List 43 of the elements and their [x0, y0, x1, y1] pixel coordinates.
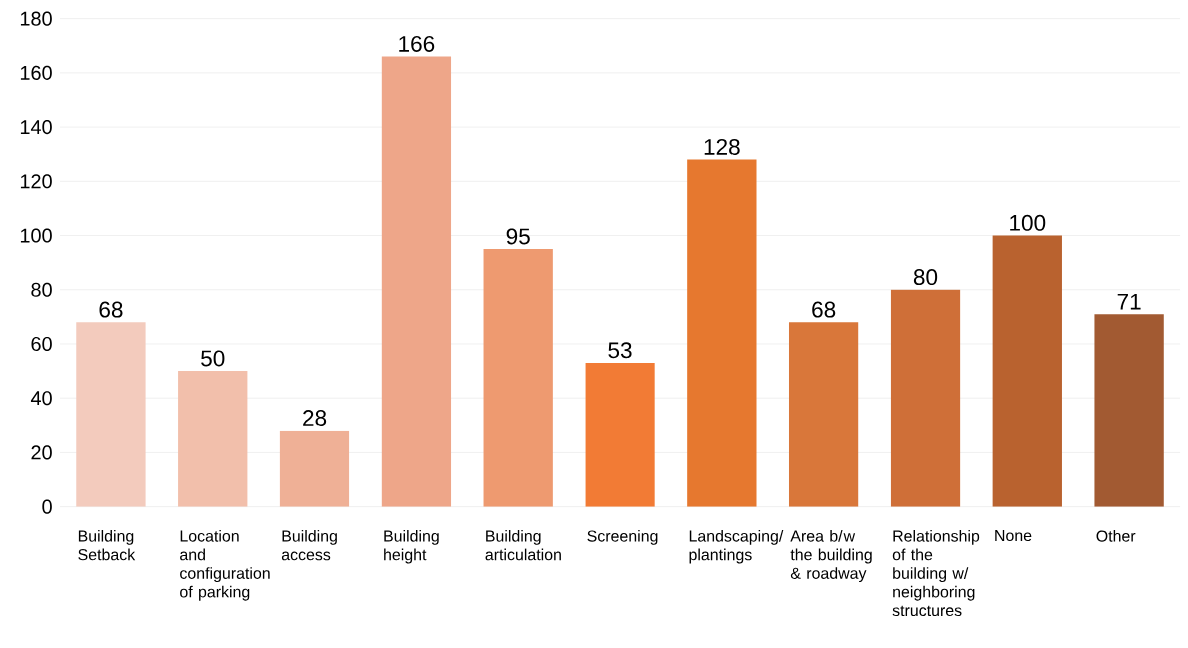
bar: [178, 371, 248, 507]
x-tick-label: Relationship of the building w/ neighboring structures: [892, 530, 980, 617]
bar: [381, 56, 452, 507]
x-tick-label: Building Setback: [78, 530, 136, 561]
y-tick-label: 180: [20, 11, 52, 26]
data-label: 68: [812, 301, 836, 318]
y-tick-label: 140: [20, 120, 52, 135]
x-tick-label: Building articulation: [485, 530, 561, 561]
data-label: 71: [1117, 293, 1141, 310]
x-tick-label: Area b/w the building & roadway: [790, 530, 872, 583]
x-tick-label: Location and configuration of parking: [180, 530, 270, 601]
y-tick-label: 60: [31, 336, 52, 352]
x-tick-label: Building height: [384, 530, 439, 564]
bar: [788, 322, 859, 507]
bar: [992, 235, 1062, 507]
data-label: 53: [608, 342, 632, 359]
x-tick-label: Other: [1096, 530, 1136, 542]
y-tick-label: 20: [31, 445, 52, 460]
x-tick-label: None: [995, 530, 1032, 542]
x-tick-label: Landscaping/plantings: [689, 530, 784, 564]
bar: [687, 159, 757, 507]
bar: [483, 249, 553, 507]
data-label: 100: [1010, 214, 1046, 231]
data-label: 128: [704, 138, 740, 155]
data-label: 166: [399, 35, 435, 52]
y-tick-label: 0: [42, 499, 52, 514]
data-label: 95: [506, 228, 530, 245]
data-label: 80: [913, 269, 938, 286]
y-tick-label: 100: [20, 228, 52, 243]
y-tick-label: 120: [20, 174, 52, 189]
y-tick-label: 80: [31, 282, 52, 297]
x-tick-label: Screening: [587, 530, 658, 545]
data-label: 28: [303, 410, 327, 427]
bar: [585, 362, 655, 507]
x-tick-label: Building access: [281, 530, 337, 561]
bar: [76, 322, 146, 507]
data-label: 50: [201, 350, 225, 367]
bar: [890, 289, 961, 507]
y-tick-label: 160: [20, 65, 52, 80]
y-tick-label: 40: [30, 391, 52, 406]
bar: [279, 430, 350, 507]
data-label: 68: [99, 301, 123, 318]
bar: [1094, 314, 1164, 507]
